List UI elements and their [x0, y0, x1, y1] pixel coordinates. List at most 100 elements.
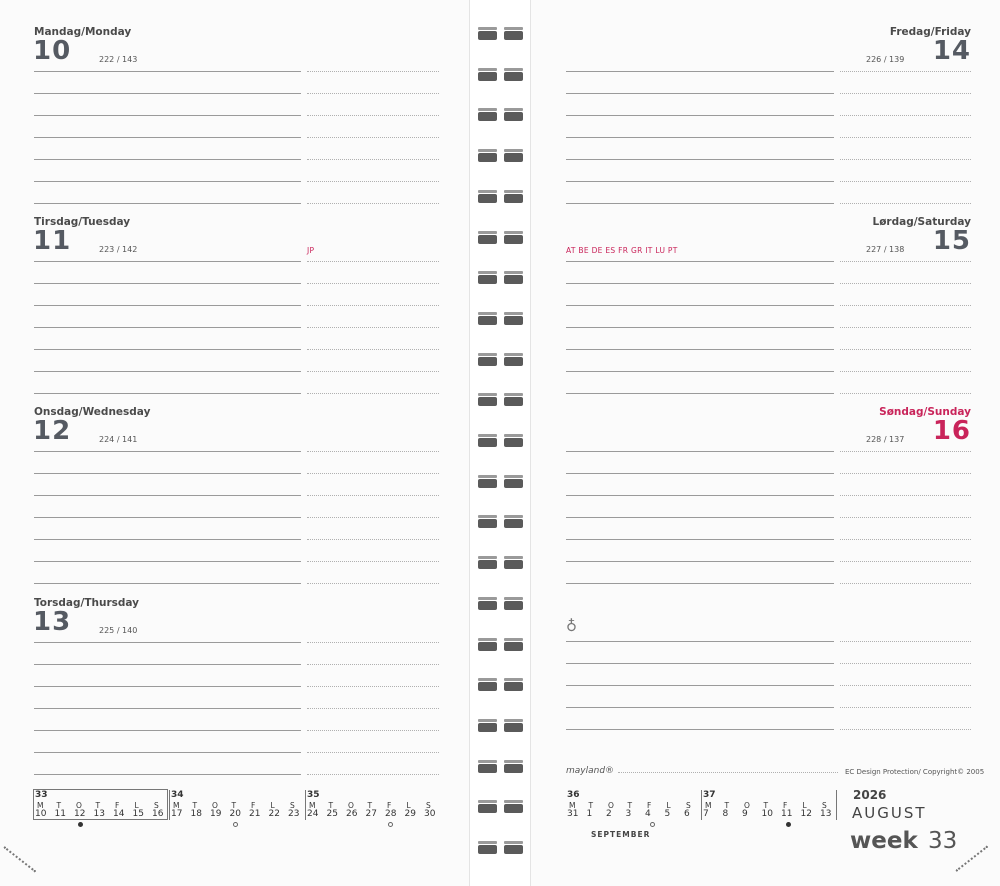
writing-line — [566, 663, 834, 664]
spiral-ring — [478, 637, 524, 654]
writing-line — [34, 327, 301, 328]
ring-wire — [478, 759, 497, 763]
ring-wire — [478, 230, 497, 234]
mini-weekday-header: T — [588, 801, 594, 810]
writing-line — [566, 115, 834, 116]
ring-bar — [478, 600, 497, 610]
day-number: 15 — [932, 226, 971, 256]
writing-line — [566, 583, 834, 584]
wheelchair-icon: ♁ — [566, 617, 577, 635]
spiral-ring — [478, 718, 524, 735]
notes-line — [840, 71, 971, 72]
mini-weekday-header: O — [348, 801, 354, 810]
mini-weekday-header: M — [705, 801, 712, 810]
ring-wire — [504, 311, 523, 315]
mini-weekday-header: T — [724, 801, 730, 810]
moon-phase-icon — [233, 822, 238, 827]
notes-line — [840, 327, 971, 328]
notes-line — [307, 752, 439, 753]
ring-bar — [504, 763, 523, 773]
spiral-ring — [478, 230, 524, 247]
writing-line — [566, 261, 834, 262]
day-number: 13 — [33, 607, 72, 637]
ring-wire — [504, 759, 523, 763]
writing-line — [566, 517, 834, 518]
mini-date: 26 — [346, 809, 358, 819]
ring-wire — [504, 637, 523, 641]
ring-wire — [504, 556, 523, 560]
ring-wire — [478, 271, 497, 275]
writing-line — [566, 283, 834, 284]
mini-date: 6 — [684, 809, 690, 819]
notes-line — [307, 93, 439, 94]
ring-wire — [504, 149, 523, 153]
writing-line — [34, 137, 301, 138]
ring-wire — [504, 434, 523, 437]
mini-date: 15 — [132, 809, 144, 819]
right-page — [530, 0, 1000, 886]
week-number: 33 — [928, 828, 958, 854]
mini-date: 18 — [190, 809, 202, 819]
writing-line — [34, 539, 301, 540]
mini-date: 13 — [93, 809, 105, 819]
ring-wire — [504, 515, 523, 519]
ring-bar — [504, 31, 523, 40]
mini-date: 25 — [326, 809, 338, 819]
notes-line — [307, 708, 439, 709]
footer-dotted-line — [618, 772, 838, 773]
day-count: 228 / 137 — [866, 435, 905, 444]
writing-line — [34, 349, 301, 350]
ring-wire — [478, 189, 497, 193]
notes-line — [307, 561, 439, 562]
writing-line — [566, 707, 834, 708]
spiral-ring — [478, 271, 524, 287]
mini-date: 9 — [742, 809, 748, 819]
notes-line — [840, 203, 971, 204]
writing-line — [566, 203, 834, 204]
day-count: 225 / 140 — [99, 626, 138, 635]
spiral-ring — [478, 759, 524, 776]
spiral-ring — [478, 841, 524, 857]
day-number: 10 — [33, 36, 72, 66]
mini-date: 30 — [424, 809, 436, 819]
ring-bar — [478, 641, 497, 651]
mini-weekday-header: S — [686, 801, 691, 810]
moon-phase-icon — [388, 822, 393, 827]
mini-date: 2 — [606, 809, 612, 819]
ring-bar — [478, 234, 497, 244]
mini-separator — [169, 790, 170, 820]
writing-line — [566, 137, 834, 138]
mini-weekday-header: T — [627, 801, 633, 810]
writing-line — [34, 774, 301, 775]
mini-weekday-header: F — [647, 801, 652, 810]
writing-line — [566, 641, 834, 642]
ring-wire — [504, 678, 523, 682]
writing-line — [566, 729, 834, 730]
writing-line — [34, 203, 301, 204]
mini-weekday-header: S — [822, 801, 827, 810]
day-number: 12 — [33, 416, 72, 446]
spiral-ring — [478, 311, 524, 328]
ring-wire — [504, 474, 523, 478]
mini-weekday-header: L — [134, 801, 139, 810]
ring-wire — [478, 108, 497, 112]
writing-line — [34, 642, 301, 643]
ring-wire — [478, 515, 497, 519]
current-week-highlight — [33, 789, 168, 820]
ring-wire — [504, 27, 523, 30]
ring-bar — [504, 519, 523, 529]
writing-line — [566, 451, 834, 452]
ring-bar — [478, 438, 497, 447]
ring-bar — [478, 193, 497, 203]
day-count: 222 / 143 — [99, 55, 138, 64]
ring-wire — [478, 596, 497, 600]
ring-bar — [478, 315, 497, 325]
spiral-ring — [478, 556, 524, 572]
mini-weekday-header: F — [387, 801, 392, 810]
notes-line — [840, 641, 971, 642]
ring-bar — [478, 682, 497, 692]
notes-line — [307, 137, 439, 138]
notes-line — [307, 181, 439, 182]
writing-line — [566, 305, 834, 306]
notes-line — [307, 583, 439, 584]
